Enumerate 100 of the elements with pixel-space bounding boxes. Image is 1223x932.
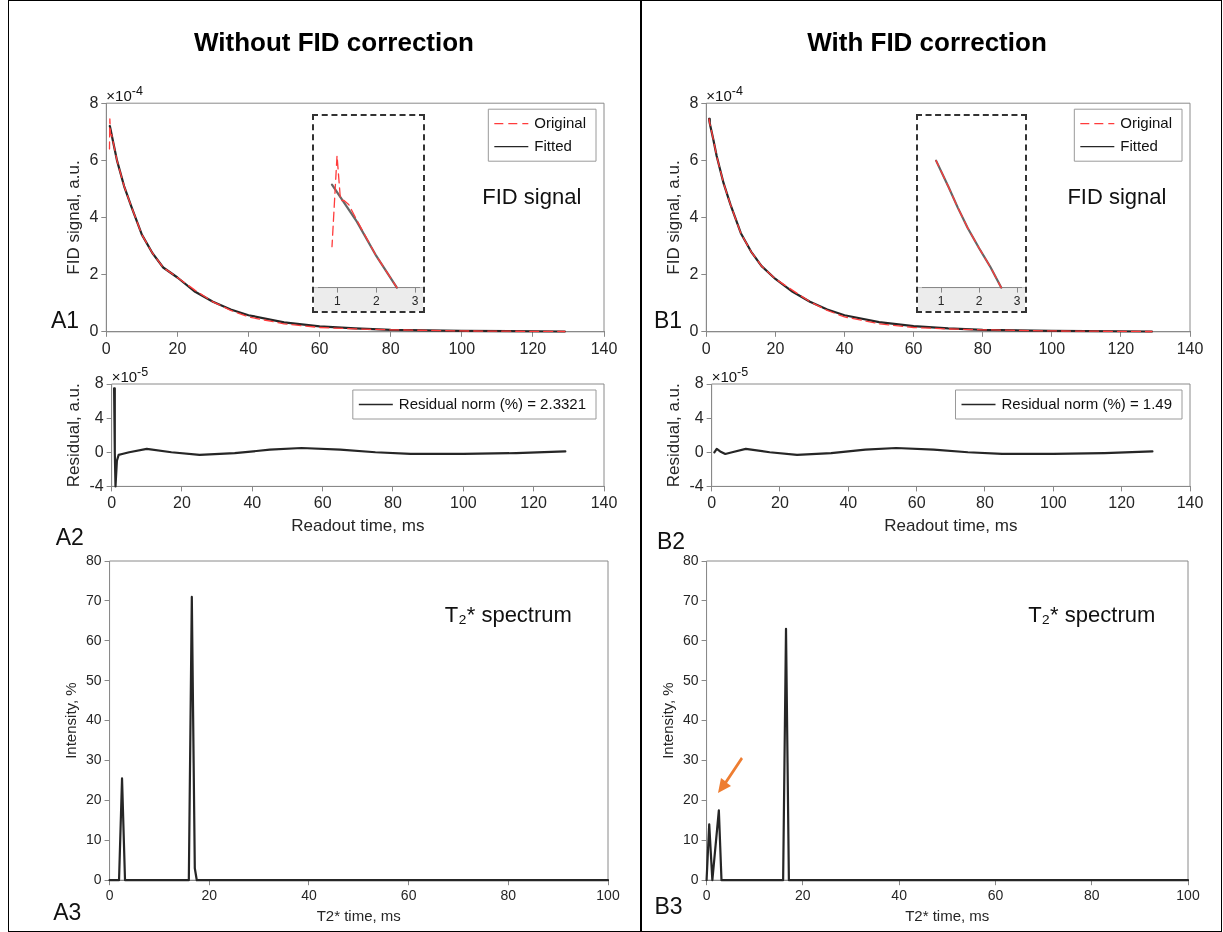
- x-tick-label: 80: [381, 339, 400, 357]
- x-tick-label: 40: [239, 339, 258, 357]
- y-tick-label: 8: [689, 93, 699, 111]
- y-axis-title: Residual, a.u.: [63, 383, 83, 488]
- text: B3: [654, 892, 683, 919]
- x-tick-label: 100: [1176, 887, 1200, 904]
- y-tick-label: 8: [694, 374, 704, 392]
- y-axis-title: Residual, a.u.: [663, 383, 683, 488]
- y-tick-label: -4: [89, 476, 104, 494]
- y-tick-label: 6: [89, 150, 99, 168]
- y-tick-label: 8: [89, 93, 99, 111]
- x-tick-label: 60: [907, 494, 926, 512]
- annotation: ×10$^{-5}$: [111, 365, 149, 385]
- y-axis-title: Intensity, %: [62, 682, 80, 759]
- y-tick-label: 4: [694, 408, 704, 426]
- y-tick-label: 10: [85, 831, 102, 848]
- x-tick-label: 140: [590, 339, 618, 357]
- legend-label: Original: [1120, 113, 1172, 131]
- legend-label: Fitted: [534, 136, 572, 154]
- x-tick-label: 20: [771, 494, 789, 512]
- x-tick-label: 0: [107, 494, 117, 512]
- x-tick-label: 120: [520, 494, 548, 512]
- x-tick-label: 100: [448, 339, 476, 357]
- x-tick-label: 20: [173, 494, 191, 512]
- x-tick-label: 60: [987, 887, 1004, 904]
- x-tick-label: 80: [500, 887, 517, 904]
- legend-label: Residual norm (%) = 2.3321: [398, 394, 587, 412]
- y-tick-label: 4: [89, 207, 99, 225]
- annotation: ×10$^{-4}$: [706, 84, 743, 105]
- y-tick-label: 70: [85, 591, 102, 608]
- x-tick-label: 100: [1039, 494, 1067, 512]
- x-tick-label: 20: [201, 887, 218, 904]
- x-tick-label: 80: [973, 339, 992, 357]
- x-tick-label: 20: [168, 339, 187, 357]
- x-tick-label: 40: [243, 494, 262, 512]
- x-tick-label: 60: [904, 339, 923, 357]
- x-tick-label: 120: [1107, 339, 1135, 357]
- x-tick-label: 60: [313, 494, 332, 512]
- y-tick-label: 0: [689, 322, 699, 340]
- y-tick-label: 30: [682, 751, 699, 768]
- x-tick-label: 2: [975, 294, 983, 309]
- x-axis-title: Readout time, ms: [884, 516, 1018, 536]
- y-tick-label: 2: [89, 265, 99, 283]
- y-axis-title: FID signal, a.u.: [63, 160, 83, 275]
- x-tick-label: 40: [839, 494, 858, 512]
- x-tick-label: 40: [891, 887, 908, 904]
- x-tick-label: 3: [411, 294, 419, 309]
- x-tick-label: 120: [1108, 494, 1136, 512]
- x-tick-label: 40: [835, 339, 854, 357]
- x-tick-label: 0: [707, 494, 717, 512]
- y-tick-label: 0: [94, 442, 104, 460]
- y-tick-label: 0: [89, 322, 99, 340]
- y-tick-label: 20: [85, 791, 102, 808]
- y-tick-label: 0: [93, 871, 102, 888]
- x-tick-label: 1: [937, 294, 945, 309]
- y-tick-label: 4: [689, 207, 699, 225]
- y-tick-label: 0: [694, 442, 704, 460]
- x-tick-label: 80: [976, 494, 994, 512]
- text: A3: [53, 898, 82, 925]
- y-tick-label: 10: [682, 831, 699, 848]
- y-tick-label: 60: [682, 631, 699, 648]
- y-axis-title: FID signal, a.u.: [663, 160, 683, 275]
- x-tick-label: 100: [449, 494, 477, 512]
- annotation: T₂* spectrum: [444, 602, 572, 628]
- x-axis-title: Readout time, ms: [291, 516, 425, 536]
- legend-label: Residual norm (%) = 1.49: [1001, 394, 1173, 412]
- legend-label: Original: [534, 113, 586, 131]
- x-tick-label: 100: [596, 887, 620, 904]
- x-tick-label: 140: [1176, 494, 1204, 512]
- text: B2: [656, 527, 686, 554]
- legend-label: Fitted: [1120, 136, 1158, 154]
- y-tick-label: 30: [85, 751, 102, 768]
- y-tick-label: 6: [689, 150, 699, 168]
- x-tick-label: 2: [372, 294, 380, 309]
- y-tick-label: 80: [85, 551, 102, 568]
- y-tick-label: 4: [94, 408, 104, 426]
- x-tick-label: 80: [1083, 887, 1100, 904]
- text: A2: [55, 523, 84, 550]
- x-tick-label: 140: [1176, 339, 1204, 357]
- x-axis-title: T2* time, ms: [316, 907, 401, 925]
- y-tick-label: 80: [682, 551, 699, 568]
- y-tick-label: 70: [682, 591, 699, 608]
- y-tick-label: -4: [689, 476, 704, 494]
- y-tick-label: 2: [689, 265, 699, 283]
- x-tick-label: 140: [590, 494, 618, 512]
- y-tick-label: 40: [85, 711, 102, 728]
- x-tick-label: 60: [310, 339, 329, 357]
- x-tick-label: 80: [384, 494, 402, 512]
- x-tick-label: 20: [766, 339, 785, 357]
- y-tick-label: 8: [94, 374, 104, 392]
- text: B1: [654, 306, 683, 333]
- x-tick-label: 3: [1013, 294, 1021, 309]
- chart-title: With FID correction: [807, 26, 1047, 57]
- x-tick-label: 100: [1038, 339, 1066, 357]
- y-tick-label: 60: [85, 631, 102, 648]
- annotation: ×10$^{-4}$: [106, 84, 143, 105]
- y-tick-label: 0: [690, 871, 699, 888]
- x-axis-title: T2* time, ms: [905, 907, 990, 925]
- annotation: FID signal: [482, 183, 582, 209]
- y-tick-label: 50: [85, 671, 102, 688]
